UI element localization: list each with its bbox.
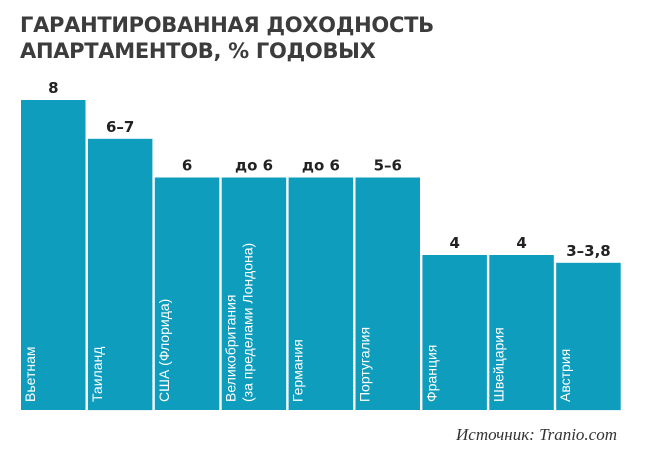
- category-label-line: Вьетнам: [22, 346, 38, 402]
- bar-5: [288, 177, 354, 410]
- category-label-line: Таиланд: [89, 347, 105, 402]
- category-label-line: Германия: [290, 339, 306, 402]
- category-label-1: Вьетнам: [22, 346, 38, 402]
- category-label-line: США (Флорида): [156, 299, 172, 402]
- bar-6: [355, 177, 420, 410]
- bar-4: [221, 177, 287, 410]
- category-label-5: Германия: [290, 339, 306, 402]
- chart-title-line-2: АПАРТАМЕНТОВ, % ГОДОВЫХ: [20, 39, 376, 63]
- category-label-line: Португалия: [357, 327, 373, 402]
- value-label-1: 8: [48, 79, 58, 97]
- category-label-4: Великобритания(за пределами Лондона): [223, 243, 256, 402]
- category-label-7: Франция: [423, 345, 439, 402]
- bar-2: [87, 138, 153, 411]
- bar-3: [154, 177, 220, 410]
- category-label-2: Таиланд: [89, 347, 105, 402]
- category-label-line: Австрия: [557, 349, 573, 402]
- category-label-line: Швейцария: [490, 327, 506, 402]
- value-label-6: 5–6: [374, 157, 402, 175]
- value-label-3: 6: [182, 157, 192, 175]
- chart-title-line-1: ГАРАНТИРОВАННАЯ ДОХОДНОСТЬ: [20, 13, 434, 37]
- category-label-3: США (Флорида): [156, 299, 172, 402]
- chart-title: ГАРАНТИРОВАННАЯ ДОХОДНОСТЬ АПАРТАМЕНТОВ,…: [20, 12, 434, 64]
- value-label-8: 4: [516, 234, 526, 252]
- bar-7: [422, 255, 487, 410]
- category-label-8: Швейцария: [490, 327, 506, 402]
- category-label-9: Австрия: [557, 349, 573, 402]
- bar-1: [21, 100, 86, 410]
- value-label-9: 3–3,8: [566, 242, 611, 260]
- category-label-line: Великобритания: [223, 294, 239, 402]
- value-label-7: 4: [449, 234, 459, 252]
- bar-9: [556, 262, 621, 411]
- category-label-6: Португалия: [357, 327, 373, 402]
- value-label-4: до 6: [235, 157, 273, 175]
- category-label-line: (за пределами Лондона): [240, 243, 256, 402]
- source-note: Источник: Tranio.com: [456, 425, 617, 444]
- bar-8: [489, 255, 554, 410]
- category-label-line: Франция: [423, 345, 439, 402]
- value-label-2: 6–7: [106, 118, 134, 136]
- value-label-5: до 6: [302, 157, 340, 175]
